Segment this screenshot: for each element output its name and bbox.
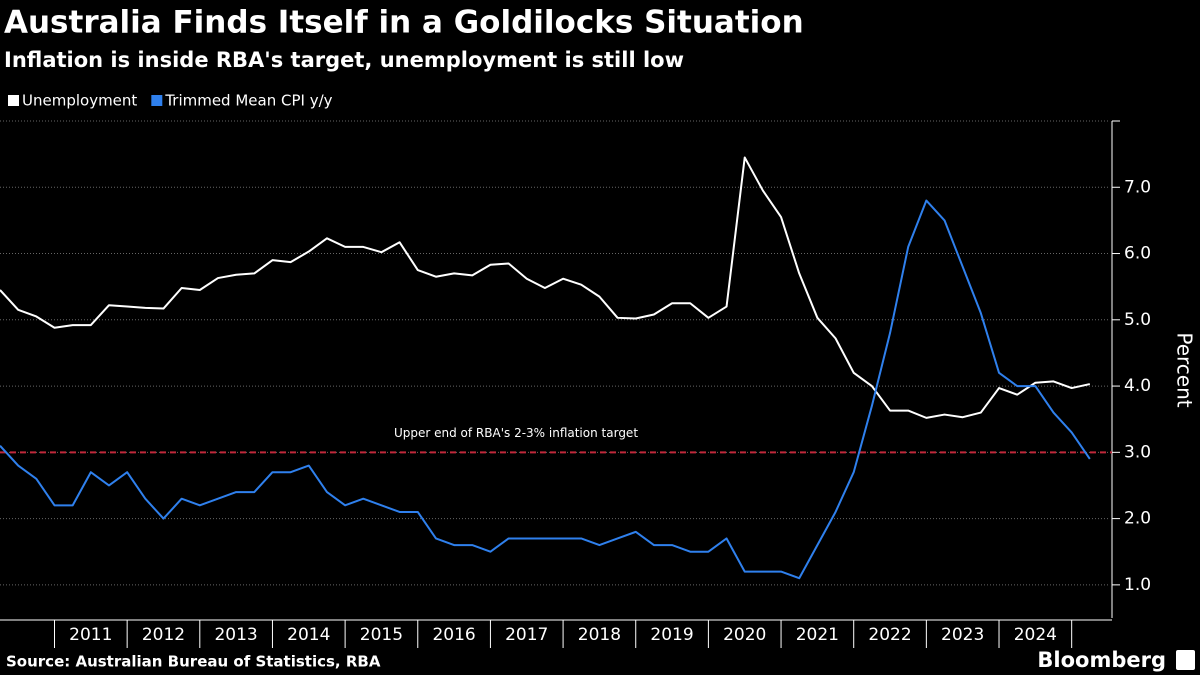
brand: Bloomberg — [1037, 648, 1166, 672]
y-tick-label: 2.0 — [1124, 509, 1151, 529]
legend-label: Unemployment — [22, 92, 137, 110]
x-tick-label: 2015 — [360, 625, 403, 645]
brand-icon — [1176, 650, 1195, 670]
y-tick-label: 1.0 — [1124, 575, 1151, 595]
x-tick-label: 2021 — [796, 625, 839, 645]
y-tick-label: 7.0 — [1124, 177, 1151, 197]
y-tick-label: 5.0 — [1124, 310, 1151, 330]
reference-label: Upper end of RBA's 2-3% inflation target — [394, 426, 638, 440]
x-tick-label: 2013 — [214, 625, 257, 645]
x-tick-label: 2024 — [1014, 625, 1057, 645]
line-series — [0, 156, 1091, 419]
y-tick-label: 4.0 — [1124, 376, 1151, 396]
x-tick-label: 2011 — [69, 625, 112, 645]
legend-swatch — [151, 95, 163, 106]
y-tick-label: 6.0 — [1124, 244, 1151, 264]
y-axis-label: Percent — [1173, 332, 1197, 407]
x-tick-label: 2016 — [432, 625, 475, 645]
x-tick-label: 2012 — [142, 625, 185, 645]
legend-swatch — [8, 95, 19, 106]
chart-title: Australia Finds Itself in a Goldilocks S… — [4, 5, 804, 41]
chart-subtitle: Inflation is inside RBA's target, unempl… — [4, 48, 684, 72]
line-series — [0, 199, 1091, 580]
x-tick-label: 2020 — [723, 625, 766, 645]
legend-label: Trimmed Mean CPI y/y — [164, 92, 332, 110]
x-tick-label: 2014 — [287, 625, 330, 645]
x-tick-label: 2023 — [941, 625, 984, 645]
x-tick-label: 2019 — [650, 625, 693, 645]
y-tick-label: 3.0 — [1124, 442, 1151, 462]
x-tick-label: 2018 — [578, 625, 621, 645]
x-tick-label: 2017 — [505, 625, 548, 645]
source: Source: Australian Bureau of Statistics,… — [6, 653, 381, 671]
x-tick-label: 2022 — [868, 625, 911, 645]
